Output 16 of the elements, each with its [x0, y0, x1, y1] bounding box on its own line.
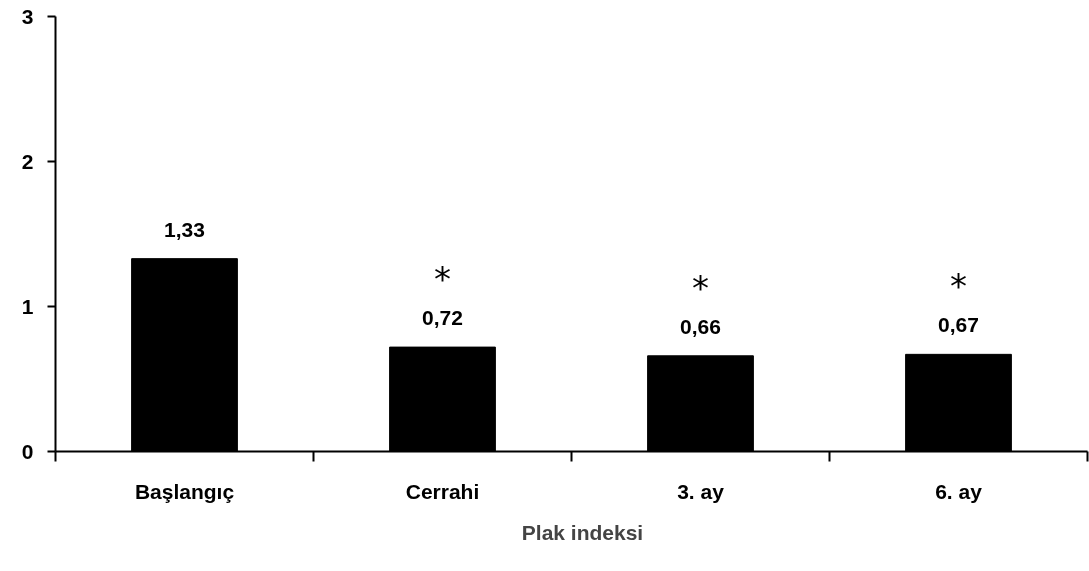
x-tick-label: Başlangıç: [134, 479, 235, 503]
y-tick-label: 3: [21, 4, 34, 28]
text: Plak indeksi: [521, 521, 644, 545]
x-tick-label: 6. ay: [935, 479, 983, 503]
data-label: 0,72: [422, 306, 463, 330]
annotation: *: [434, 259, 451, 300]
annotation: *: [692, 267, 709, 308]
y-tick-label: 2: [21, 149, 34, 173]
x-tick-label: 3. ay: [677, 479, 725, 503]
data-label: 0,67: [938, 313, 979, 337]
y-tick-label: 0: [21, 439, 34, 463]
data-label: 1,33: [164, 217, 205, 241]
data-label: 0,66: [680, 314, 721, 338]
annotation: *: [950, 266, 967, 307]
y-tick-label: 1: [21, 294, 34, 318]
x-tick-label: Cerrahi: [405, 479, 480, 503]
